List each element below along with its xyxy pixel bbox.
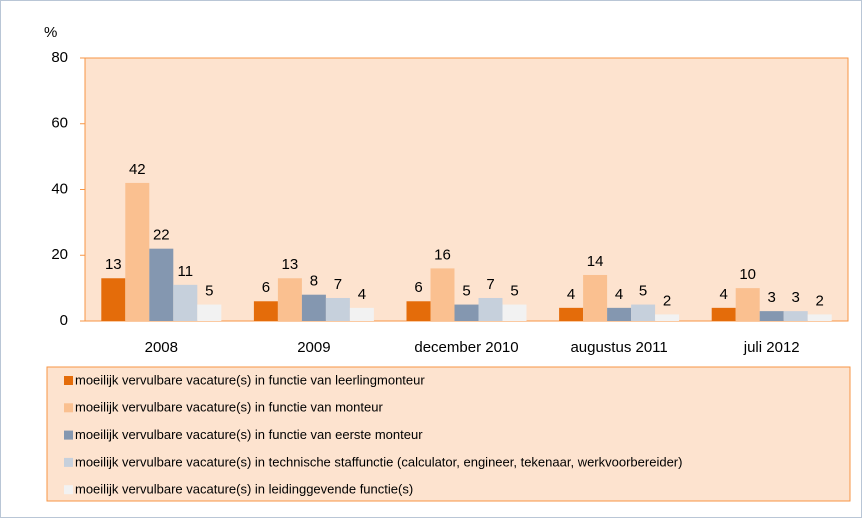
- legend: moeilijk vervulbare vacature(s) in funct…: [46, 366, 851, 502]
- x-tick-label: december 2010: [414, 339, 518, 356]
- data-label: 6: [262, 279, 270, 296]
- y-tick-label: 0: [60, 312, 68, 329]
- legend-swatch: [64, 376, 73, 385]
- legend-swatch: [64, 430, 73, 440]
- bar: [607, 307, 632, 321]
- data-label: 3: [768, 289, 776, 306]
- data-label: 22: [153, 227, 170, 244]
- x-tick-label: juli 2012: [743, 339, 800, 356]
- legend-box: [46, 366, 851, 502]
- data-label: 14: [587, 253, 604, 270]
- legend-label: moeilijk vervulbare vacature(s) in funct…: [75, 400, 383, 415]
- legend-label: moeilijk vervulbare vacature(s) in leidi…: [75, 482, 413, 497]
- bar: [783, 311, 808, 321]
- bar: [253, 301, 278, 321]
- data-label: 10: [739, 266, 756, 283]
- x-tick-label: 2009: [297, 339, 330, 356]
- y-tick-label: 40: [51, 180, 68, 197]
- data-label: 2: [663, 292, 671, 309]
- legend-swatch: [64, 457, 73, 467]
- bar: [173, 284, 198, 321]
- bar: [559, 307, 584, 321]
- legend-swatch: [64, 485, 73, 495]
- bar: [807, 314, 832, 321]
- bar: [711, 307, 736, 321]
- bar: [631, 304, 656, 321]
- bar: [502, 304, 527, 321]
- data-label: 6: [414, 279, 422, 296]
- data-label: 5: [205, 283, 213, 300]
- data-label: 11: [178, 263, 194, 280]
- data-label: 4: [615, 286, 623, 303]
- bar: [125, 182, 150, 321]
- data-label: 5: [462, 283, 470, 300]
- data-label: 16: [434, 246, 451, 263]
- data-label: 13: [282, 256, 299, 273]
- data-label: 7: [486, 276, 494, 293]
- y-tick-label: 60: [51, 115, 68, 132]
- bar: [759, 311, 784, 321]
- bar: [197, 304, 222, 321]
- y-tick-label: 80: [51, 49, 68, 66]
- legend-swatch: [64, 403, 73, 413]
- data-label: 42: [129, 161, 146, 178]
- bar: [454, 304, 479, 321]
- y-tick-label: 20: [51, 246, 68, 263]
- data-label: 5: [639, 283, 647, 300]
- data-label: 5: [510, 283, 518, 300]
- data-label: 7: [334, 276, 342, 293]
- bar: [430, 268, 455, 321]
- bar: [149, 248, 174, 321]
- data-label: 3: [792, 289, 800, 306]
- bar: [325, 297, 350, 321]
- bar: [349, 307, 374, 321]
- legend-label: moeilijk vervulbare vacature(s) in funct…: [75, 427, 423, 442]
- legend-label: moeilijk vervulbare vacature(s) in techn…: [75, 454, 682, 469]
- bar: [406, 301, 431, 321]
- bar: [655, 314, 680, 321]
- bar: [301, 294, 326, 321]
- data-label: 2: [816, 292, 824, 309]
- y-axis-label: %: [44, 24, 57, 41]
- bar: [735, 288, 760, 321]
- x-tick-label: augustus 2011: [570, 339, 667, 356]
- legend-label: moeilijk vervulbare vacature(s) in funct…: [75, 372, 425, 387]
- data-label: 13: [105, 256, 122, 273]
- bar: [478, 297, 503, 321]
- data-label: 4: [567, 286, 575, 303]
- data-label: 8: [310, 273, 318, 290]
- data-label: 4: [720, 286, 728, 303]
- data-label: 4: [358, 286, 366, 303]
- x-tick-label: 2008: [145, 339, 178, 356]
- bar: [277, 278, 302, 321]
- plot-area: [84, 57, 849, 322]
- bar: [101, 278, 126, 321]
- bar: [583, 274, 608, 321]
